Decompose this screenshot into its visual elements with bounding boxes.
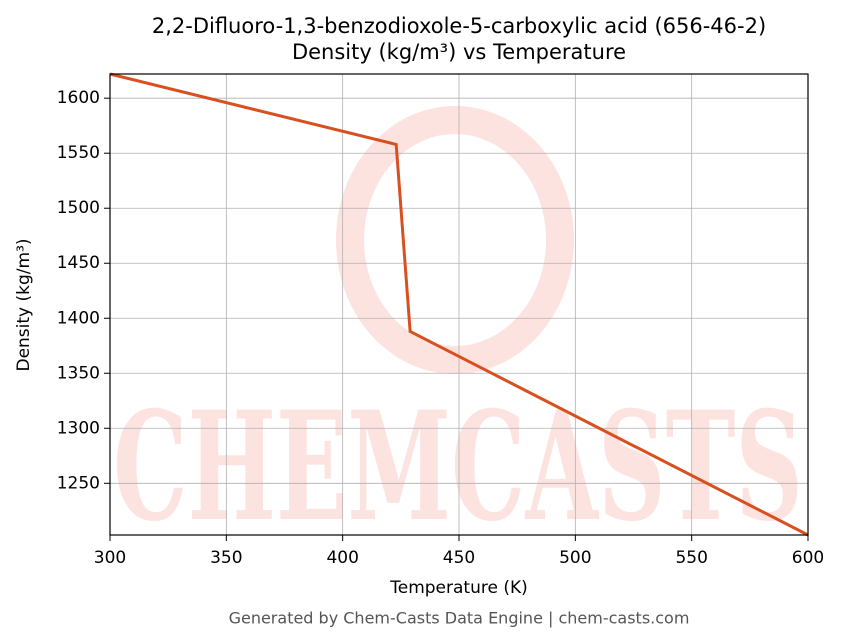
y-tick-label: 1300 [57, 418, 100, 438]
footer: Generated by Chem-Casts Data Engine | ch… [229, 609, 690, 628]
y-tick-label: 1350 [57, 363, 100, 383]
chart-subtitle: Density (kg/m³) vs Temperature [292, 40, 626, 64]
x-tick-label: 300 [94, 548, 126, 568]
y-tick-label: 1500 [57, 198, 100, 218]
y-axis-title: Density (kg/m³) [14, 238, 34, 371]
x-tick-label: 450 [443, 548, 475, 568]
plot-frame [109, 73, 809, 536]
y-tick-label: 1400 [57, 308, 100, 328]
x-tick-label: 550 [675, 548, 707, 568]
x-tick-label: 500 [559, 548, 591, 568]
y-tick-label: 1550 [57, 143, 100, 163]
watermark-logo [336, 106, 574, 374]
y-tick-label: 1450 [57, 253, 100, 273]
x-tick-label: 600 [792, 548, 824, 568]
x-tick-label: 400 [326, 548, 358, 568]
x-tick-label: 350 [210, 548, 242, 568]
y-tick-label: 1600 [57, 88, 100, 108]
data-line [109, 72, 809, 537]
chart-title: 2,2-Difluoro-1,3-benzodioxole-5-carboxyl… [152, 14, 766, 38]
watermark: CHEMCASTS [113, 379, 803, 555]
y-tick-label: 1250 [57, 473, 100, 493]
x-axis-title: Temperature (K) [389, 578, 528, 598]
